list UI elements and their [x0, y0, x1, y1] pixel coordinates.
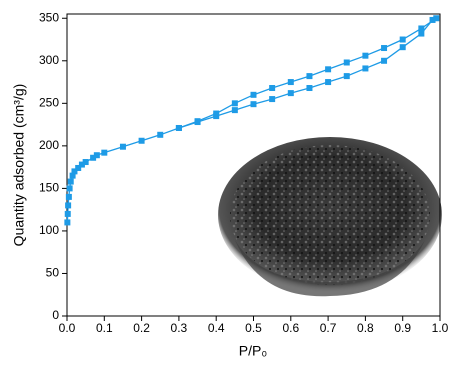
data-point — [362, 52, 369, 59]
x-tick-label: 0.6 — [282, 321, 299, 335]
data-point — [82, 159, 89, 166]
x-tick-label: 1.0 — [432, 321, 449, 335]
x-tick-label: 0.5 — [245, 321, 262, 335]
data-point — [381, 57, 388, 64]
data-point — [325, 79, 332, 86]
data-point — [65, 193, 72, 200]
y-tick-label: 250 — [39, 95, 59, 109]
x-axis-title: P/P₀ — [239, 343, 268, 359]
data-point — [138, 137, 145, 144]
data-point — [287, 79, 294, 86]
x-tick-label: 0.2 — [133, 321, 150, 335]
data-point — [269, 96, 276, 103]
data-point — [175, 124, 182, 131]
y-tick-label: 300 — [39, 53, 59, 67]
inset-photo — [218, 137, 442, 297]
data-point — [433, 15, 440, 22]
data-point — [194, 118, 201, 125]
x-tick-label: 0.1 — [96, 321, 113, 335]
y-tick-label: 0 — [52, 308, 59, 322]
data-point — [231, 100, 238, 107]
data-point — [343, 59, 350, 66]
y-tick-label: 50 — [46, 266, 60, 280]
y-axis-title: Quantity adsorbed (cm³/g) — [11, 84, 27, 247]
data-point — [287, 90, 294, 97]
data-point — [93, 152, 100, 159]
data-point — [362, 65, 369, 72]
x-tick-label: 0.7 — [320, 321, 337, 335]
x-tick-label: 0.9 — [394, 321, 411, 335]
data-point — [399, 44, 406, 51]
data-point — [269, 85, 276, 92]
x-tick-label: 0.8 — [357, 321, 374, 335]
x-tick-label: 0.0 — [59, 321, 76, 335]
data-point — [66, 185, 73, 192]
data-point — [306, 85, 313, 92]
data-point — [71, 168, 78, 175]
data-point — [213, 110, 220, 117]
x-tick-label: 0.4 — [208, 321, 225, 335]
data-point — [64, 219, 71, 226]
data-point — [65, 202, 72, 209]
data-point — [90, 154, 97, 161]
data-point — [101, 149, 108, 156]
data-point — [418, 25, 425, 32]
data-point — [119, 143, 126, 150]
data-point — [67, 178, 74, 185]
data-point — [250, 101, 257, 108]
y-tick-label: 100 — [39, 223, 59, 237]
y-tick-label: 350 — [39, 10, 59, 24]
data-point — [306, 73, 313, 80]
data-point — [64, 210, 71, 217]
data-point — [78, 161, 85, 168]
data-point — [250, 91, 257, 98]
data-point — [325, 66, 332, 73]
y-tick-label: 150 — [39, 181, 59, 195]
data-point — [75, 164, 82, 171]
data-point — [429, 16, 436, 23]
data-point — [381, 45, 388, 52]
data-point — [399, 36, 406, 43]
x-tick-label: 0.3 — [171, 321, 188, 335]
data-point — [157, 131, 164, 138]
data-point — [418, 30, 425, 37]
data-point — [231, 107, 238, 114]
y-tick-label: 200 — [39, 138, 59, 152]
data-point — [69, 172, 76, 179]
data-point — [343, 73, 350, 80]
